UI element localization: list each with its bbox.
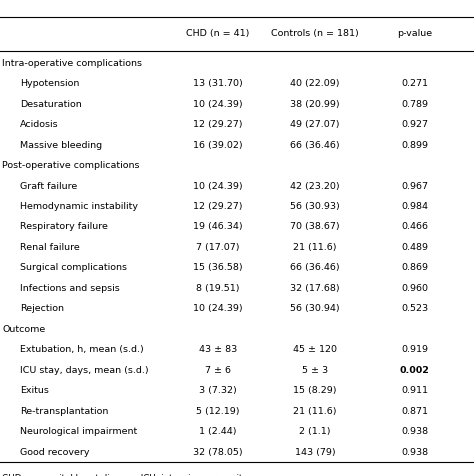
- Text: 0.967: 0.967: [401, 181, 428, 190]
- Text: 21 (11.6): 21 (11.6): [293, 243, 337, 252]
- Text: 0.271: 0.271: [401, 79, 428, 88]
- Text: 7 ± 6: 7 ± 6: [205, 366, 231, 375]
- Text: Good recovery: Good recovery: [20, 447, 90, 456]
- Text: 0.911: 0.911: [401, 386, 428, 395]
- Text: 45 ± 120: 45 ± 120: [293, 345, 337, 354]
- Text: 12 (29.27): 12 (29.27): [193, 202, 243, 211]
- Text: Hypotension: Hypotension: [20, 79, 80, 88]
- Text: 15 (36.58): 15 (36.58): [193, 263, 243, 272]
- Text: 1 (2.44): 1 (2.44): [199, 427, 237, 436]
- Text: 10 (24.39): 10 (24.39): [193, 304, 243, 313]
- Text: Acidosis: Acidosis: [20, 120, 59, 129]
- Text: Neurological impairment: Neurological impairment: [20, 427, 137, 436]
- Text: 0.960: 0.960: [401, 284, 428, 293]
- Text: 56 (30.93): 56 (30.93): [291, 202, 340, 211]
- Text: Extubation, h, mean (s.d.): Extubation, h, mean (s.d.): [20, 345, 144, 354]
- Text: 0.938: 0.938: [401, 427, 428, 436]
- Text: 0.002: 0.002: [400, 366, 430, 375]
- Text: 56 (30.94): 56 (30.94): [291, 304, 340, 313]
- Text: 21 (11.6): 21 (11.6): [293, 407, 337, 416]
- Text: CHD (n = 41): CHD (n = 41): [186, 29, 250, 38]
- Text: 0.523: 0.523: [401, 304, 428, 313]
- Text: Post-operative complications: Post-operative complications: [2, 161, 140, 170]
- Text: Outcome: Outcome: [2, 325, 46, 334]
- Text: 66 (36.46): 66 (36.46): [291, 263, 340, 272]
- Text: Desaturation: Desaturation: [20, 99, 82, 109]
- Text: CHD, congenital heart disease; ICU, intensive care unit.: CHD, congenital heart disease; ICU, inte…: [2, 474, 246, 476]
- Text: 2 (1.1): 2 (1.1): [300, 427, 331, 436]
- Text: 143 (79): 143 (79): [295, 447, 336, 456]
- Text: Renal failure: Renal failure: [20, 243, 80, 252]
- Text: 49 (27.07): 49 (27.07): [291, 120, 340, 129]
- Text: p-value: p-value: [397, 29, 432, 38]
- Text: Respiratory failure: Respiratory failure: [20, 222, 108, 231]
- Text: 0.927: 0.927: [401, 120, 428, 129]
- Text: 19 (46.34): 19 (46.34): [193, 222, 243, 231]
- Text: Infections and sepsis: Infections and sepsis: [20, 284, 120, 293]
- Text: 0.871: 0.871: [401, 407, 428, 416]
- Text: Hemodynamic instability: Hemodynamic instability: [20, 202, 138, 211]
- Text: 7 (17.07): 7 (17.07): [196, 243, 240, 252]
- Text: ICU stay, days, mean (s.d.): ICU stay, days, mean (s.d.): [20, 366, 149, 375]
- Text: 0.938: 0.938: [401, 447, 428, 456]
- Text: 0.984: 0.984: [401, 202, 428, 211]
- Text: 42 (23.20): 42 (23.20): [291, 181, 340, 190]
- Text: 3 (7.32): 3 (7.32): [199, 386, 237, 395]
- Text: 40 (22.09): 40 (22.09): [291, 79, 340, 88]
- Text: 66 (36.46): 66 (36.46): [291, 140, 340, 149]
- Text: 13 (31.70): 13 (31.70): [193, 79, 243, 88]
- Text: 0.919: 0.919: [401, 345, 428, 354]
- Text: 70 (38.67): 70 (38.67): [291, 222, 340, 231]
- Text: 38 (20.99): 38 (20.99): [291, 99, 340, 109]
- Text: 0.489: 0.489: [401, 243, 428, 252]
- Text: 5 ± 3: 5 ± 3: [302, 366, 328, 375]
- Text: 0.899: 0.899: [401, 140, 428, 149]
- Text: 0.789: 0.789: [401, 99, 428, 109]
- Text: 0.466: 0.466: [401, 222, 428, 231]
- Text: Exitus: Exitus: [20, 386, 49, 395]
- Text: 15 (8.29): 15 (8.29): [293, 386, 337, 395]
- Text: 16 (39.02): 16 (39.02): [193, 140, 243, 149]
- Text: Controls (n = 181): Controls (n = 181): [271, 29, 359, 38]
- Text: 32 (78.05): 32 (78.05): [193, 447, 243, 456]
- Text: 0.869: 0.869: [401, 263, 428, 272]
- Text: 8 (19.51): 8 (19.51): [196, 284, 240, 293]
- Text: 12 (29.27): 12 (29.27): [193, 120, 243, 129]
- Text: 43 ± 83: 43 ± 83: [199, 345, 237, 354]
- Text: Rejection: Rejection: [20, 304, 64, 313]
- Text: Surgical complications: Surgical complications: [20, 263, 128, 272]
- Text: Re-transplantation: Re-transplantation: [20, 407, 109, 416]
- Text: Massive bleeding: Massive bleeding: [20, 140, 102, 149]
- Text: 5 (12.19): 5 (12.19): [196, 407, 240, 416]
- Text: 32 (17.68): 32 (17.68): [291, 284, 340, 293]
- Text: Intra-operative complications: Intra-operative complications: [2, 59, 142, 68]
- Text: 10 (24.39): 10 (24.39): [193, 181, 243, 190]
- Text: 10 (24.39): 10 (24.39): [193, 99, 243, 109]
- Text: Graft failure: Graft failure: [20, 181, 78, 190]
